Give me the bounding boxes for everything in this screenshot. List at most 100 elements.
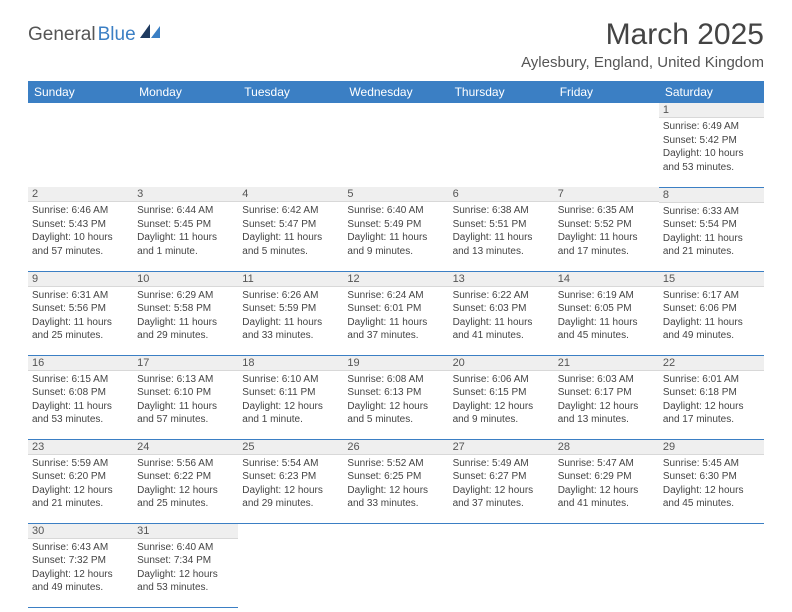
sunset-text: Sunset: 6:10 PM [137,386,234,400]
daylight-text: Daylight: 12 hours and 21 minutes. [32,484,129,511]
calendar-cell: 16Sunrise: 6:15 AMSunset: 6:08 PMDayligh… [28,355,133,439]
calendar-cell: 6Sunrise: 6:38 AMSunset: 5:51 PMDaylight… [449,187,554,271]
weekday-header: Tuesday [238,81,343,103]
daylight-text: Daylight: 11 hours and 29 minutes. [137,316,234,343]
daylight-text: Daylight: 12 hours and 53 minutes. [137,568,234,595]
calendar-cell: 14Sunrise: 6:19 AMSunset: 6:05 PMDayligh… [554,271,659,355]
day-details: Sunrise: 6:35 AMSunset: 5:52 PMDaylight:… [554,202,659,260]
day-details: Sunrise: 6:24 AMSunset: 6:01 PMDaylight:… [343,287,448,345]
day-number: 24 [133,440,238,455]
day-details: Sunrise: 6:40 AMSunset: 5:49 PMDaylight:… [343,202,448,260]
logo: GeneralBlue [28,24,160,46]
page: GeneralBlue March 2025 Aylesbury, Englan… [0,0,792,608]
day-number: 18 [238,356,343,371]
sunset-text: Sunset: 5:47 PM [242,218,339,232]
sunset-text: Sunset: 6:29 PM [558,470,655,484]
calendar-cell: 9Sunrise: 6:31 AMSunset: 5:56 PMDaylight… [28,271,133,355]
calendar-cell: 2Sunrise: 6:46 AMSunset: 5:43 PMDaylight… [28,187,133,271]
day-number: 1 [659,103,764,118]
sunrise-text: Sunrise: 5:49 AM [453,457,550,471]
daylight-text: Daylight: 12 hours and 9 minutes. [453,400,550,427]
sunset-text: Sunset: 6:20 PM [32,470,129,484]
sunrise-text: Sunrise: 6:01 AM [663,373,760,387]
calendar-row: 2Sunrise: 6:46 AMSunset: 5:43 PMDaylight… [28,187,764,271]
sunrise-text: Sunrise: 6:40 AM [137,541,234,555]
sunrise-text: Sunrise: 6:43 AM [32,541,129,555]
sunset-text: Sunset: 5:42 PM [663,134,760,148]
daylight-text: Daylight: 11 hours and 45 minutes. [558,316,655,343]
sunset-text: Sunset: 6:17 PM [558,386,655,400]
day-number: 29 [659,440,764,455]
day-details: Sunrise: 6:03 AMSunset: 6:17 PMDaylight:… [554,371,659,429]
calendar-cell: 10Sunrise: 6:29 AMSunset: 5:58 PMDayligh… [133,271,238,355]
calendar-cell: 1Sunrise: 6:49 AMSunset: 5:42 PMDaylight… [659,103,764,187]
sunset-text: Sunset: 6:15 PM [453,386,550,400]
sunset-text: Sunset: 6:01 PM [347,302,444,316]
day-number: 27 [449,440,554,455]
calendar-cell: 23Sunrise: 5:59 AMSunset: 6:20 PMDayligh… [28,439,133,523]
calendar-cell: 22Sunrise: 6:01 AMSunset: 6:18 PMDayligh… [659,355,764,439]
header: GeneralBlue March 2025 Aylesbury, Englan… [28,18,764,71]
sunset-text: Sunset: 5:58 PM [137,302,234,316]
sunrise-text: Sunrise: 6:31 AM [32,289,129,303]
calendar-cell: 24Sunrise: 5:56 AMSunset: 6:22 PMDayligh… [133,439,238,523]
day-details: Sunrise: 6:01 AMSunset: 6:18 PMDaylight:… [659,371,764,429]
sunset-text: Sunset: 5:51 PM [453,218,550,232]
sunrise-text: Sunrise: 5:47 AM [558,457,655,471]
logo-text-1: General [28,24,96,46]
day-number: 9 [28,272,133,287]
sunrise-text: Sunrise: 6:26 AM [242,289,339,303]
daylight-text: Daylight: 11 hours and 21 minutes. [663,232,760,259]
daylight-text: Daylight: 11 hours and 49 minutes. [663,316,760,343]
sunrise-text: Sunrise: 6:33 AM [663,205,760,219]
sunrise-text: Sunrise: 6:46 AM [32,204,129,218]
sunset-text: Sunset: 6:05 PM [558,302,655,316]
calendar-cell: 26Sunrise: 5:52 AMSunset: 6:25 PMDayligh… [343,439,448,523]
calendar-row: 23Sunrise: 5:59 AMSunset: 6:20 PMDayligh… [28,439,764,523]
sunset-text: Sunset: 6:11 PM [242,386,339,400]
day-details: Sunrise: 5:54 AMSunset: 6:23 PMDaylight:… [238,455,343,513]
sunset-text: Sunset: 6:08 PM [32,386,129,400]
sunrise-text: Sunrise: 6:44 AM [137,204,234,218]
daylight-text: Daylight: 12 hours and 41 minutes. [558,484,655,511]
sunset-text: Sunset: 6:06 PM [663,302,760,316]
calendar-cell: 13Sunrise: 6:22 AMSunset: 6:03 PMDayligh… [449,271,554,355]
daylight-text: Daylight: 11 hours and 25 minutes. [32,316,129,343]
day-number: 3 [133,187,238,202]
daylight-text: Daylight: 10 hours and 57 minutes. [32,231,129,258]
calendar-cell [449,523,554,607]
day-number: 21 [554,356,659,371]
day-number: 31 [133,524,238,539]
daylight-text: Daylight: 12 hours and 1 minute. [242,400,339,427]
calendar-cell: 20Sunrise: 6:06 AMSunset: 6:15 PMDayligh… [449,355,554,439]
sunrise-text: Sunrise: 6:42 AM [242,204,339,218]
weekday-header-row: SundayMondayTuesdayWednesdayThursdayFrid… [28,81,764,103]
calendar-table: SundayMondayTuesdayWednesdayThursdayFrid… [28,81,764,608]
daylight-text: Daylight: 12 hours and 45 minutes. [663,484,760,511]
calendar-cell [449,103,554,187]
calendar-cell: 17Sunrise: 6:13 AMSunset: 6:10 PMDayligh… [133,355,238,439]
calendar-cell [554,523,659,607]
sunrise-text: Sunrise: 6:10 AM [242,373,339,387]
sunset-text: Sunset: 6:22 PM [137,470,234,484]
logo-sail-icon [140,24,160,38]
sunrise-text: Sunrise: 6:15 AM [32,373,129,387]
daylight-text: Daylight: 12 hours and 13 minutes. [558,400,655,427]
weekday-header: Sunday [28,81,133,103]
sunset-text: Sunset: 7:34 PM [137,554,234,568]
day-details: Sunrise: 6:17 AMSunset: 6:06 PMDaylight:… [659,287,764,345]
calendar-cell: 19Sunrise: 6:08 AMSunset: 6:13 PMDayligh… [343,355,448,439]
calendar-cell: 29Sunrise: 5:45 AMSunset: 6:30 PMDayligh… [659,439,764,523]
day-details: Sunrise: 6:13 AMSunset: 6:10 PMDaylight:… [133,371,238,429]
daylight-text: Daylight: 11 hours and 17 minutes. [558,231,655,258]
calendar-cell: 4Sunrise: 6:42 AMSunset: 5:47 PMDaylight… [238,187,343,271]
sunset-text: Sunset: 6:27 PM [453,470,550,484]
sunrise-text: Sunrise: 5:56 AM [137,457,234,471]
sunrise-text: Sunrise: 6:49 AM [663,120,760,134]
day-details: Sunrise: 5:56 AMSunset: 6:22 PMDaylight:… [133,455,238,513]
day-details: Sunrise: 6:22 AMSunset: 6:03 PMDaylight:… [449,287,554,345]
day-details: Sunrise: 5:59 AMSunset: 6:20 PMDaylight:… [28,455,133,513]
day-number: 8 [659,188,764,203]
day-number: 11 [238,272,343,287]
day-details: Sunrise: 6:49 AMSunset: 5:42 PMDaylight:… [659,118,764,176]
